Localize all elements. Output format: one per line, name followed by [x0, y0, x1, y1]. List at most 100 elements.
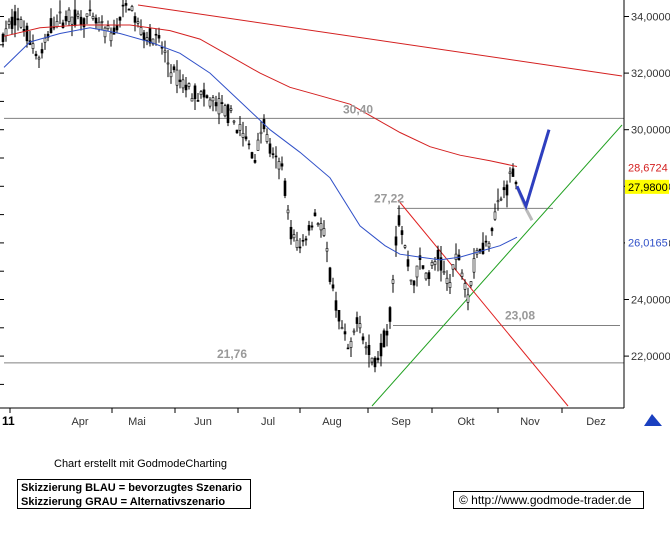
- candle-body: [328, 267, 332, 282]
- legend-gray: Skizzierung GRAU = Alternativszenario: [21, 496, 226, 508]
- candle-body: [322, 228, 326, 236]
- candle-body: [292, 234, 296, 239]
- candle-body: [370, 357, 374, 363]
- candle-body: [163, 50, 167, 53]
- candle-body: [46, 33, 50, 38]
- candle-body: [169, 72, 173, 78]
- x-tick-label: 11: [2, 414, 15, 428]
- candle-body: [514, 181, 518, 185]
- candle-body: [232, 120, 236, 123]
- x-tick-label: Apr: [71, 416, 88, 428]
- candle-body: [73, 9, 77, 26]
- candle-body: [373, 357, 377, 368]
- candle-body: [433, 261, 437, 265]
- candle-body: [154, 33, 158, 36]
- candle-body: [304, 238, 308, 241]
- candle-body: [403, 245, 407, 248]
- candle-body: [454, 253, 458, 260]
- candle-body: [217, 98, 221, 115]
- candle-body: [343, 331, 347, 335]
- candle-body: [364, 346, 368, 349]
- candle-body: [121, 4, 125, 7]
- candle-body: [148, 28, 152, 44]
- candle-body: [247, 143, 251, 146]
- moving-average-200-line: [3, 24, 518, 167]
- candle-body: [118, 16, 122, 21]
- level-labels: 30,40 27,22 23,08 21,76: [217, 102, 535, 361]
- scenario-sketches: [515, 129, 551, 221]
- candle-body: [490, 228, 494, 232]
- candle-body: [13, 11, 17, 26]
- candle-body: [193, 85, 197, 100]
- candle-body: [16, 18, 20, 21]
- candle-body: [484, 240, 488, 243]
- candle-body: [307, 225, 311, 231]
- ma50-price-tag: 26,0165: [628, 237, 668, 249]
- candle-body: [352, 330, 356, 333]
- candle-body: [49, 18, 53, 34]
- candle-body: [133, 16, 137, 23]
- source-url[interactable]: © http://www.godmode-trader.de: [453, 491, 644, 509]
- candle-body: [58, 11, 62, 14]
- candle-body: [79, 16, 83, 25]
- candle-body: [229, 108, 233, 111]
- candle-body: [25, 25, 29, 42]
- candle-body: [211, 97, 215, 102]
- candle-body: [127, 8, 131, 11]
- candle-body: [286, 209, 290, 214]
- candle-body: [208, 99, 212, 107]
- candle-body: [325, 248, 329, 252]
- candle-body: [508, 171, 512, 174]
- candle-body: [400, 230, 404, 235]
- candle-body: [139, 27, 143, 35]
- candle-body: [184, 84, 188, 91]
- candle-body: [43, 37, 47, 43]
- candle-body: [34, 53, 38, 57]
- candle-body: [172, 66, 176, 71]
- scenario-legend: Skizzierung BLAU = bevorzugtes Szenario …: [17, 479, 251, 509]
- price-tags: 28,6724 27,9800 26,0165: [625, 160, 669, 250]
- candle-body: [259, 131, 263, 135]
- candle-body: [70, 16, 74, 25]
- x-tick-label: Mai: [128, 416, 146, 428]
- x-tick-label: Okt: [457, 416, 474, 428]
- candle-body: [250, 152, 254, 159]
- level-label: 30,40: [343, 102, 373, 116]
- candle-body: [268, 143, 272, 154]
- candle-body: [235, 129, 239, 134]
- candle-body: [226, 104, 230, 123]
- candle-body: [502, 187, 506, 191]
- candle-body: [91, 15, 95, 19]
- candle-body: [412, 280, 416, 286]
- candle-body: [376, 357, 380, 361]
- candle-body: [142, 32, 146, 41]
- candle-body: [37, 57, 41, 60]
- candle-body: [349, 340, 353, 348]
- candle-body: [334, 300, 338, 311]
- candle-body: [505, 184, 509, 196]
- candle-body: [277, 161, 281, 170]
- candle-body: [445, 277, 449, 284]
- candle-body: [487, 242, 491, 248]
- candle-body: [256, 139, 260, 151]
- candle-body: [196, 100, 200, 102]
- candle-body: [298, 246, 302, 249]
- candle-body: [289, 226, 293, 240]
- candle-body: [1, 33, 5, 42]
- candle-body: [427, 272, 431, 279]
- candle-body: [295, 239, 299, 248]
- candle-body: [181, 79, 185, 89]
- candle-body: [391, 279, 395, 284]
- candle-body: [388, 307, 392, 322]
- level-label: 23,08: [505, 309, 535, 323]
- candle-body: [85, 13, 89, 17]
- candle-body: [301, 240, 305, 242]
- candle-body: [274, 155, 278, 158]
- candle-body: [157, 35, 161, 39]
- candle-body: [340, 327, 344, 330]
- candle-body: [283, 180, 287, 196]
- candle-body: [202, 89, 206, 98]
- candle-body: [472, 258, 476, 273]
- candle-body: [88, 9, 92, 12]
